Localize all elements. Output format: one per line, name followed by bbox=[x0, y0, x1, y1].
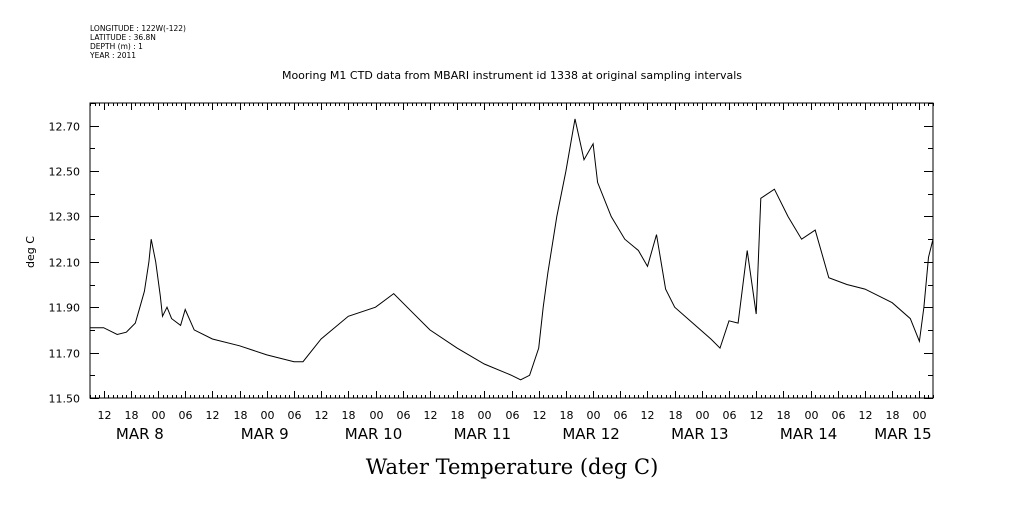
x-axis-label: Water Temperature (deg C) bbox=[366, 455, 659, 479]
x-day-label: MAR 12 bbox=[562, 425, 619, 443]
x-tick-label: 12 bbox=[98, 409, 112, 422]
header-info: LONGITUDE : 122W(-122) LATITUDE : 36.8N … bbox=[89, 24, 186, 60]
x-tick-label: 06 bbox=[288, 409, 302, 422]
x-tick-label: 18 bbox=[125, 409, 139, 422]
x-tick-label: 00 bbox=[370, 409, 384, 422]
x-tick-label: 00 bbox=[913, 409, 927, 422]
y-tick-label: 11.50 bbox=[49, 393, 81, 406]
plot-border bbox=[89, 102, 934, 399]
x-tick-label: 12 bbox=[859, 409, 873, 422]
x-tick-label: 12 bbox=[533, 409, 547, 422]
x-tick-label: 00 bbox=[261, 409, 275, 422]
y-tick-label: 12.10 bbox=[49, 257, 81, 270]
x-tick-label: 18 bbox=[451, 409, 465, 422]
x-day-label: MAR 14 bbox=[780, 425, 837, 443]
x-tick-label: 18 bbox=[234, 409, 248, 422]
x-tick-label: 06 bbox=[832, 409, 846, 422]
x-tick-label: 00 bbox=[696, 409, 710, 422]
x-tick-label: 12 bbox=[206, 409, 220, 422]
header-line: YEAR : 2011 bbox=[89, 51, 136, 60]
plot-frame bbox=[89, 102, 934, 399]
x-day-label: MAR 11 bbox=[454, 425, 511, 443]
x-tick-label: 18 bbox=[886, 409, 900, 422]
x-day-label: MAR 8 bbox=[116, 425, 164, 443]
x-tick-label: 18 bbox=[560, 409, 574, 422]
x-tick-label: 18 bbox=[669, 409, 683, 422]
x-tick-label: 00 bbox=[478, 409, 492, 422]
x-day-label: MAR 9 bbox=[241, 425, 289, 443]
x-tick-label: 06 bbox=[179, 409, 193, 422]
x-tick-label: 00 bbox=[587, 409, 601, 422]
series-line bbox=[90, 118, 934, 381]
chart-title: Mooring M1 CTD data from MBARI instrumen… bbox=[282, 69, 742, 82]
y-axis-label: deg C bbox=[24, 236, 37, 268]
y-tick-label: 12.70 bbox=[49, 121, 81, 134]
x-day-label: MAR 13 bbox=[671, 425, 728, 443]
x-tick-label: 00 bbox=[805, 409, 819, 422]
y-tick-label: 11.90 bbox=[49, 302, 81, 315]
x-tick-label: 06 bbox=[506, 409, 520, 422]
x-tick-label: 12 bbox=[315, 409, 329, 422]
y-tick-label: 12.50 bbox=[49, 166, 81, 179]
x-tick-label: 18 bbox=[342, 409, 356, 422]
x-tick-label: 06 bbox=[614, 409, 628, 422]
header-line: DEPTH (m) : 1 bbox=[90, 42, 143, 51]
y-tick-label: 12.30 bbox=[49, 211, 81, 224]
x-day-label: MAR 10 bbox=[345, 425, 402, 443]
header-line: LATITUDE : 36.8N bbox=[90, 33, 156, 42]
x-tick-label: 18 bbox=[777, 409, 791, 422]
x-tick-label: 12 bbox=[424, 409, 438, 422]
x-tick-label: 06 bbox=[723, 409, 737, 422]
x-tick-label: 00 bbox=[152, 409, 166, 422]
x-tick-label: 12 bbox=[641, 409, 655, 422]
x-tick-label: 06 bbox=[397, 409, 411, 422]
axis-ticks: 12 18 00 06 12 18 00 06 12 18 00 06 12 18 00 06 12 18 00 06… bbox=[49, 103, 934, 443]
x-tick-label: 12 bbox=[750, 409, 764, 422]
x-day-label: MAR 15 bbox=[874, 425, 931, 443]
series-layer bbox=[90, 118, 934, 381]
y-tick-label: 11.70 bbox=[49, 348, 81, 361]
header-line: LONGITUDE : 122W(-122) bbox=[90, 24, 186, 33]
